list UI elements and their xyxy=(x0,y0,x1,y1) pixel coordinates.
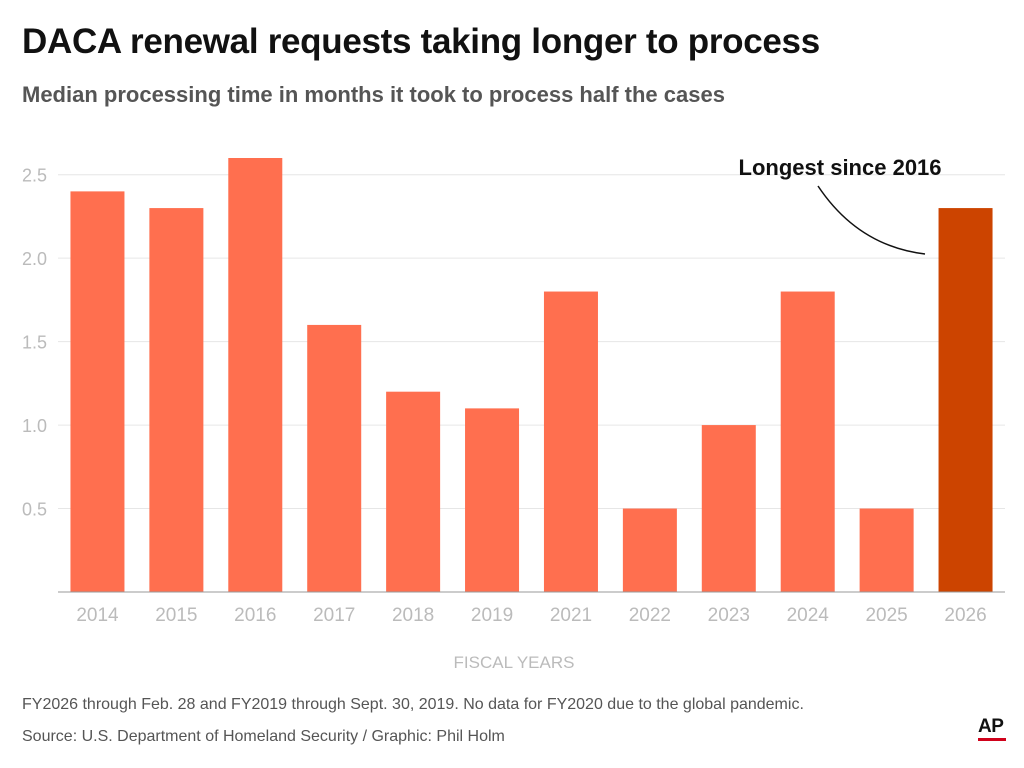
bar-2026 xyxy=(938,208,993,593)
bar-2018 xyxy=(386,391,441,592)
bar-2021 xyxy=(543,291,598,592)
bar-2025 xyxy=(859,508,914,592)
x-tick-label: 2014 xyxy=(76,605,119,626)
ap-logo: AP xyxy=(978,717,1006,741)
x-tick-label: 2017 xyxy=(313,605,355,626)
annotation-label: Longest since 2016 xyxy=(739,155,942,180)
bar-2019 xyxy=(465,408,520,592)
bar-2014 xyxy=(70,191,125,592)
bar-2022 xyxy=(622,508,677,592)
x-tick-label: 2015 xyxy=(155,605,197,626)
annotation-leader-line xyxy=(817,185,926,255)
x-tick-label: 2016 xyxy=(234,605,276,626)
bar-chart: 0.5 1.0 1.5 2.0 2.5 2014 2015 2016 2017 2018 2019 2… xyxy=(22,155,1005,672)
x-axis-label: FISCAL YEARS xyxy=(454,653,575,672)
x-tick-label: 2018 xyxy=(392,605,434,626)
source-credit: Source: U.S. Department of Homeland Secu… xyxy=(22,728,505,745)
bar-2015 xyxy=(149,208,204,593)
x-tick-label: 2023 xyxy=(708,605,750,626)
y-tick-label: 0.5 xyxy=(22,500,47,520)
x-tick-label: 2022 xyxy=(629,605,671,626)
bar-2016 xyxy=(228,158,283,592)
x-tick-label: 2025 xyxy=(865,605,907,626)
footnote: FY2026 through Feb. 28 and FY2019 throug… xyxy=(22,696,804,713)
y-tick-label: 1.0 xyxy=(22,416,47,436)
bar-2023 xyxy=(701,425,756,592)
x-tick-label: 2024 xyxy=(787,605,830,626)
x-tick-label: 2021 xyxy=(550,605,592,626)
x-tick-label: 2019 xyxy=(471,605,513,626)
y-tick-label: 2.0 xyxy=(22,249,47,269)
y-tick-label: 2.5 xyxy=(22,166,47,186)
bar-2017 xyxy=(307,324,362,592)
y-tick-label: 1.5 xyxy=(22,333,47,353)
bar-2024 xyxy=(780,291,835,592)
x-tick-label: 2026 xyxy=(944,605,986,626)
chart-subtitle: Median processing time in months it took… xyxy=(22,82,725,107)
chart-title: DACA renewal requests taking longer to p… xyxy=(22,22,820,61)
